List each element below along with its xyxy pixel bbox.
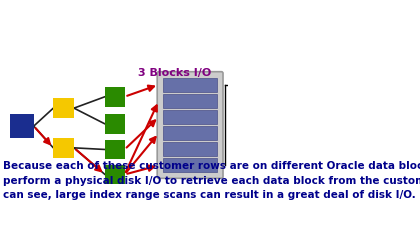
FancyBboxPatch shape — [10, 114, 34, 138]
FancyBboxPatch shape — [105, 114, 125, 134]
FancyBboxPatch shape — [53, 138, 74, 158]
Text: Because each of these customer rows are on different Oracle data blocks, we must: Because each of these customer rows are … — [3, 162, 420, 200]
FancyBboxPatch shape — [163, 94, 217, 108]
FancyBboxPatch shape — [163, 126, 217, 140]
FancyBboxPatch shape — [53, 98, 74, 118]
FancyBboxPatch shape — [163, 110, 217, 124]
FancyBboxPatch shape — [105, 165, 125, 184]
FancyBboxPatch shape — [163, 142, 217, 156]
FancyBboxPatch shape — [105, 87, 125, 106]
FancyBboxPatch shape — [163, 158, 217, 172]
Text: 3 Blocks I/O: 3 Blocks I/O — [138, 68, 211, 78]
FancyBboxPatch shape — [157, 72, 223, 178]
FancyBboxPatch shape — [105, 140, 125, 159]
FancyBboxPatch shape — [163, 78, 217, 92]
